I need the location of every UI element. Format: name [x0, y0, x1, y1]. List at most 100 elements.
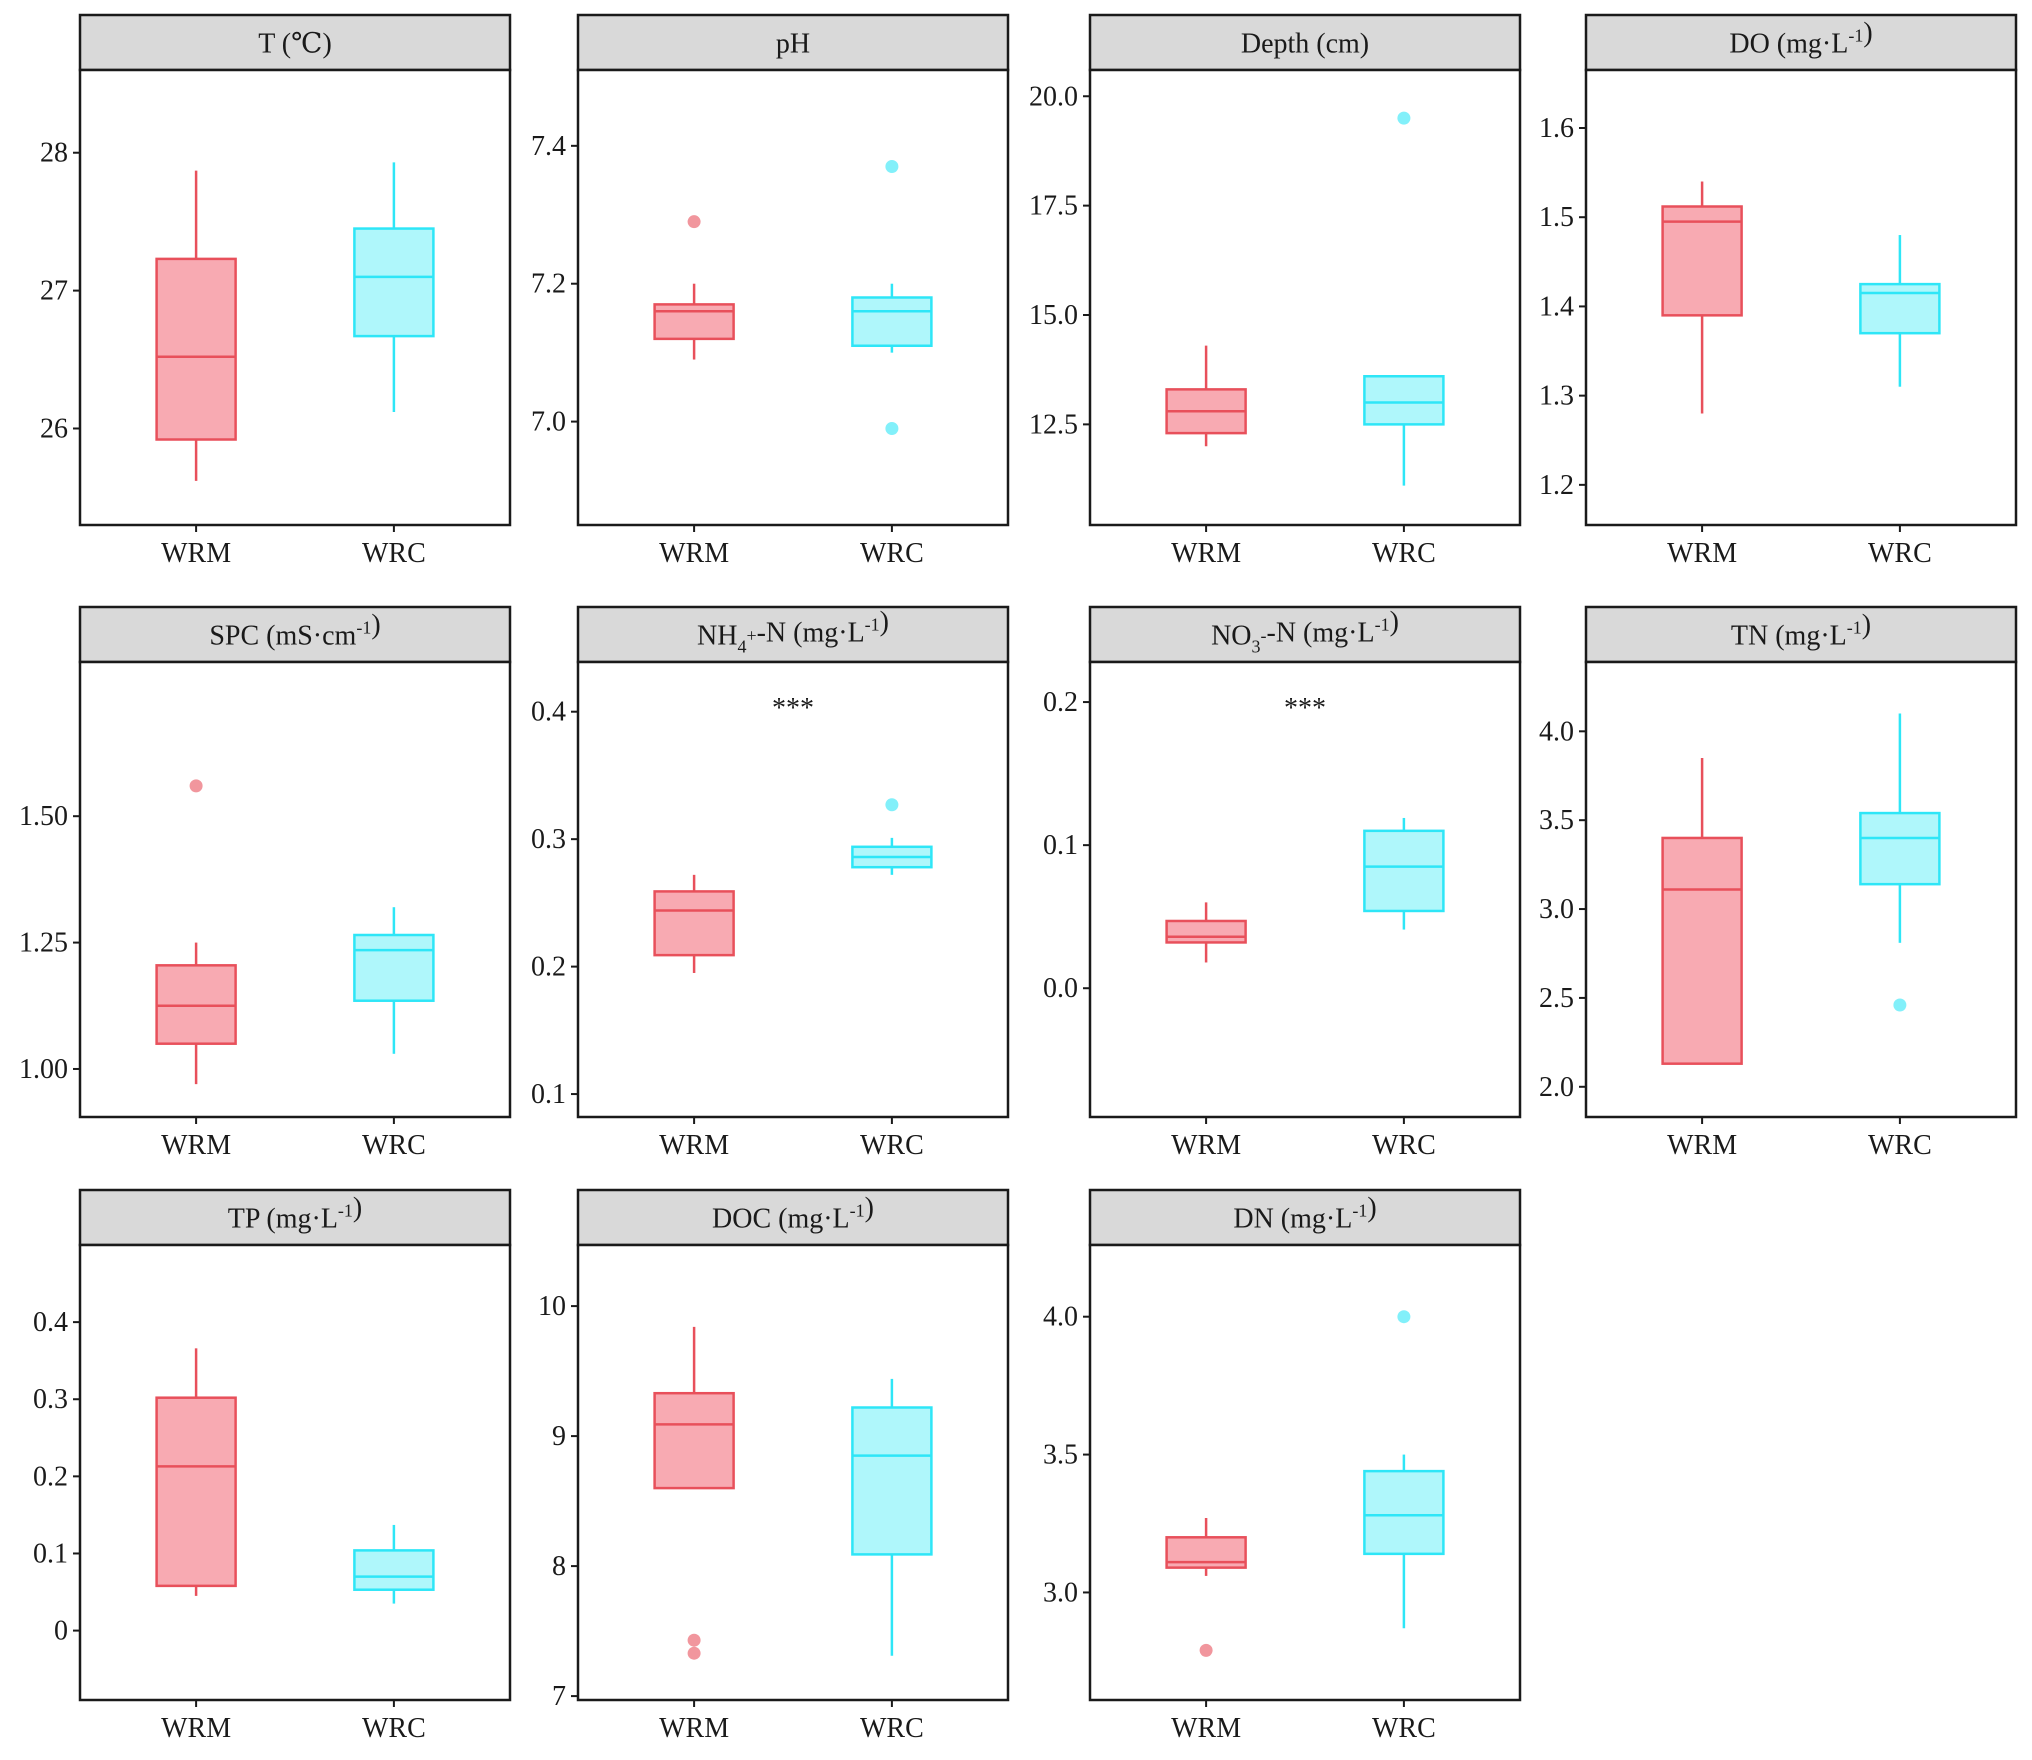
plot-area — [1088, 660, 1522, 1119]
panel-strip — [1088, 13, 1522, 72]
y-tick-label: 4.0 — [1043, 1302, 1078, 1333]
y-tick-label: 9 — [552, 1421, 566, 1452]
x-tick-label: WRM — [659, 1713, 729, 1744]
box-wrc — [1859, 235, 1941, 387]
box-wrm — [155, 1348, 237, 1596]
y-tick-label: 20.0 — [1029, 81, 1078, 112]
y-tick-label: 3.5 — [1043, 1440, 1078, 1471]
x-tick-label: WRC — [860, 1130, 924, 1161]
significance-label: *** — [1284, 693, 1326, 724]
panel-title: DOC (mg·L-1) — [712, 1193, 874, 1235]
y-tick-label: 0.1 — [1043, 830, 1078, 861]
iqr-box — [155, 964, 237, 1045]
iqr-box — [1859, 811, 1941, 886]
panel-title: NO3--N (mg·L-1) — [1211, 607, 1399, 657]
panel-no3-n: NO3--N (mg·L-1) 0.0 0.1 0.2 WRM WRC *** — [1043, 605, 1522, 1161]
box-wrc — [1859, 713, 1941, 1012]
box-wrm — [1165, 1518, 1247, 1657]
y-tick-label: 0 — [54, 1616, 68, 1647]
x-tick-label: WRC — [1868, 538, 1932, 569]
y-tick-label: 0.2 — [1043, 687, 1078, 718]
x-tick-label: WRC — [860, 538, 924, 569]
iqr-box — [155, 257, 237, 441]
panel-do: DO (mg·L-1) 1.2 1.3 1.4 1.5 1.6 WRM WRC — [1539, 13, 2018, 569]
y-tick-label: 2.5 — [1539, 983, 1574, 1014]
panel-depth: Depth (cm) 12.5 15.0 17.5 20.0 WRM WRC — [1029, 13, 1522, 569]
y-tick-label: 4.0 — [1539, 716, 1574, 747]
panel-strip — [78, 1188, 512, 1247]
plot-area — [1088, 68, 1522, 527]
x-tick-label: WRC — [1372, 1713, 1436, 1744]
iqr-box — [1363, 375, 1445, 426]
panel-strip — [78, 13, 512, 72]
x-tick-label: WRC — [362, 1713, 426, 1744]
iqr-box — [353, 933, 435, 1002]
panel-strip — [1584, 13, 2018, 72]
y-tick-label: 12.5 — [1029, 409, 1078, 440]
panel-title: DN (mg·L-1) — [1233, 1193, 1376, 1235]
box-wrm — [653, 1326, 735, 1660]
y-tick-label: 0.0 — [1043, 973, 1078, 1004]
y-tick-label: 10 — [538, 1291, 566, 1322]
iqr-box — [851, 296, 933, 348]
outlier-point — [885, 160, 899, 174]
x-tick-label: WRC — [860, 1713, 924, 1744]
outlier-point — [687, 1646, 701, 1660]
y-tick-label: 0.1 — [33, 1538, 68, 1569]
y-tick-label: 0.1 — [531, 1079, 566, 1110]
iqr-box — [653, 1391, 735, 1490]
iqr-box — [155, 1396, 237, 1588]
y-tick-label: 1.50 — [19, 801, 68, 832]
panel-dn: DN (mg·L-1) 3.0 3.5 4.0 WRM WRC — [1043, 1188, 1522, 1744]
iqr-box — [1859, 282, 1941, 335]
panel-strip — [576, 13, 1010, 72]
y-tick-label: 15.0 — [1029, 300, 1078, 331]
panel-title: TP (mg·L-1) — [228, 1193, 363, 1235]
y-tick-label: 27 — [40, 276, 68, 307]
box-wrc — [851, 798, 933, 875]
outlier-point — [687, 1633, 701, 1647]
panel-tp: TP (mg·L-1) 0 0.1 0.2 0.3 0.4 WRM WRC — [33, 1188, 512, 1744]
y-tick-label: 0.2 — [531, 952, 566, 983]
y-tick-label: 3.0 — [1539, 894, 1574, 925]
y-tick-label: 0.4 — [33, 1307, 68, 1338]
x-tick-label: WRM — [161, 1130, 231, 1161]
x-tick-label: WRM — [1171, 1713, 1241, 1744]
panel-doc: DOC (mg·L-1) 7 8 9 10 WRM WRC — [538, 1188, 1010, 1744]
plot-area — [576, 1243, 1010, 1702]
x-tick-label: WRM — [161, 538, 231, 569]
panel-title: pH — [776, 29, 810, 60]
y-tick-label: 1.4 — [1539, 291, 1574, 322]
panel-tn: TN (mg·L-1) 2.0 2.5 3.0 3.5 4.0 WRM WRC — [1539, 605, 2018, 1161]
y-tick-label: 2.0 — [1539, 1072, 1574, 1103]
iqr-box — [1363, 829, 1445, 913]
panel-title: NH4+-N (mg·L-1) — [697, 607, 889, 657]
box-wrm — [155, 779, 237, 1085]
y-tick-label: 7.4 — [531, 131, 566, 162]
panel-spc: SPC (mS·cm-1) 1.00 1.25 1.50 WRM WRC — [19, 605, 512, 1161]
box-wrm — [1661, 757, 1743, 1065]
plot-area — [1584, 68, 2018, 527]
box-wrm — [653, 215, 735, 360]
significance-label: *** — [772, 693, 814, 724]
y-tick-label: 1.00 — [19, 1054, 68, 1085]
box-wrc — [1363, 111, 1445, 486]
panel-title: TN (mg·L-1) — [1731, 610, 1871, 652]
x-tick-label: WRM — [1667, 538, 1737, 569]
plot-area — [78, 68, 512, 527]
outlier-point — [1397, 1310, 1411, 1324]
x-tick-label: WRC — [1868, 1130, 1932, 1161]
iqr-box — [353, 227, 435, 338]
box-wrc — [353, 162, 435, 412]
x-tick-label: WRC — [362, 1130, 426, 1161]
panel-title: T (℃) — [258, 29, 332, 60]
panel-strip — [576, 1188, 1010, 1247]
plot-area — [78, 660, 512, 1119]
y-tick-label: 3.0 — [1043, 1577, 1078, 1608]
outlier-point — [687, 215, 701, 229]
outlier-point — [885, 421, 899, 435]
box-wrm — [155, 170, 237, 481]
panel-strip — [1584, 605, 2018, 664]
panel-ph: pH 7.0 7.2 7.4 WRM WRC — [531, 13, 1010, 569]
y-tick-label: 28 — [40, 138, 68, 169]
